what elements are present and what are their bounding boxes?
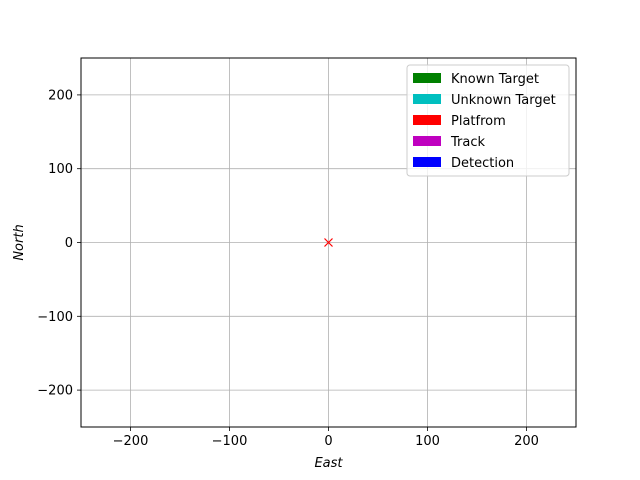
legend-label: Track <box>450 135 485 150</box>
legend-label: Detection <box>451 156 514 171</box>
x-tick-label: −100 <box>212 434 248 449</box>
legend-entry: Track <box>413 135 485 150</box>
y-tick-label: 0 <box>65 236 73 251</box>
legend-label: Unknown Target <box>451 93 556 108</box>
legend-box <box>406 64 570 177</box>
x-axis-label: East <box>314 456 343 471</box>
legend-label: Known Target <box>451 72 539 87</box>
axis-ticks: −200 −100 0 100 200 −200 −100 0 100 200 <box>37 88 539 449</box>
legend-swatch <box>413 94 441 104</box>
legend-swatch <box>413 157 441 167</box>
x-tick-label: 100 <box>415 434 440 449</box>
legend-entry: Platfrom <box>413 114 506 129</box>
legend-entry: Unknown Target <box>413 93 556 108</box>
legend-entry: Detection <box>413 156 514 171</box>
y-tick-label: 100 <box>48 162 73 177</box>
x-tick-label: 0 <box>324 434 332 449</box>
legend-swatch <box>413 73 441 83</box>
platform-marker <box>324 238 333 247</box>
y-axis-label: North <box>12 224 27 260</box>
x-tick-label: −200 <box>113 434 149 449</box>
plot-points <box>324 238 333 247</box>
legend: Known Target Unknown Target Platfrom Track D… <box>406 64 570 177</box>
y-tick-label: 200 <box>48 88 73 103</box>
legend-swatch <box>413 115 441 125</box>
y-tick-label: −100 <box>37 310 73 325</box>
legend-swatch <box>413 136 441 146</box>
legend-entry: Known Target <box>413 72 539 87</box>
x-tick-label: 200 <box>514 434 539 449</box>
y-tick-label: −200 <box>37 384 73 399</box>
legend-label: Platfrom <box>451 114 506 129</box>
